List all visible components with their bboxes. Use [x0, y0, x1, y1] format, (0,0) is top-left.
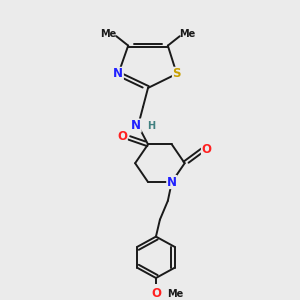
Text: O: O [202, 142, 212, 156]
Text: H: H [147, 121, 155, 130]
Text: O: O [151, 287, 161, 300]
Text: N: N [131, 119, 141, 132]
Text: Me: Me [100, 29, 116, 39]
Text: S: S [172, 67, 181, 80]
Text: Me: Me [167, 289, 183, 299]
Text: N: N [167, 176, 177, 188]
Text: Me: Me [179, 29, 196, 39]
Text: N: N [113, 67, 123, 80]
Text: O: O [117, 130, 127, 143]
